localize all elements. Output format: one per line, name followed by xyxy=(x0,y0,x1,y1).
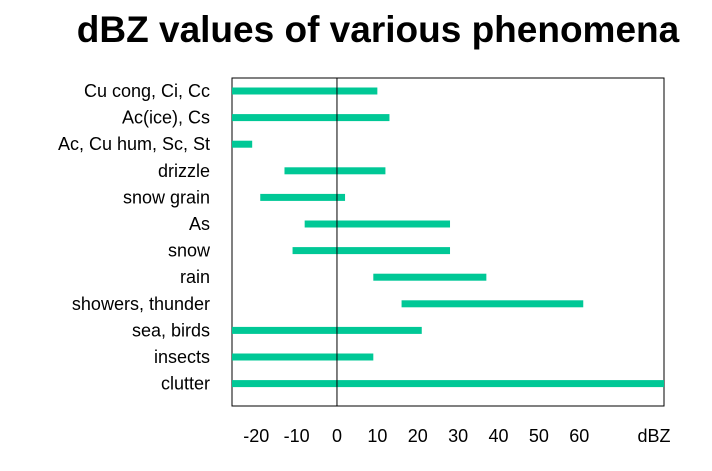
x-tick-label: 20 xyxy=(408,426,428,446)
x-tick-label: -10 xyxy=(284,426,310,446)
x-tick-label: 30 xyxy=(448,426,468,446)
category-label: Ac, Cu hum, Sc, St xyxy=(58,134,210,154)
bar-11 xyxy=(232,380,664,388)
category-label: sea, birds xyxy=(132,320,210,340)
category-label: rain xyxy=(180,267,210,287)
bar-9 xyxy=(232,326,422,334)
category-label: Ac(ice), Cs xyxy=(122,108,210,128)
x-tick-label: 60 xyxy=(569,426,589,446)
category-label: drizzle xyxy=(158,161,210,181)
category-label: Cu cong, Ci, Cc xyxy=(84,81,210,101)
x-tick-label: 50 xyxy=(529,426,549,446)
category-label: As xyxy=(189,214,210,234)
bar-3 xyxy=(284,167,386,175)
x-tick-label: 0 xyxy=(332,426,342,446)
x-tick-label: -20 xyxy=(243,426,269,446)
bars-group xyxy=(232,87,664,388)
x-axis-label: dBZ xyxy=(637,426,670,446)
category-label: clutter xyxy=(161,374,210,394)
bar-4 xyxy=(260,193,346,201)
bar-1 xyxy=(232,114,390,122)
bar-5 xyxy=(304,220,451,228)
bar-7 xyxy=(373,273,487,281)
x-tick-label: 10 xyxy=(367,426,387,446)
category-label: insects xyxy=(154,347,210,367)
x-tick-label: 40 xyxy=(488,426,508,446)
category-labels: Cu cong, Ci, Cc Ac(ice), Cs Ac, Cu hum, Sc… xyxy=(58,81,211,394)
category-label: showers, thunder xyxy=(72,294,210,314)
bar-6 xyxy=(292,247,451,255)
chart-title: dBZ values of various phenomena xyxy=(77,9,680,50)
bar-10 xyxy=(232,353,374,361)
bar-8 xyxy=(401,300,584,308)
x-tick-labels: -20 -10 0 10 20 30 40 50 60 xyxy=(243,426,589,446)
category-label: snow xyxy=(168,241,211,261)
plot-frame xyxy=(231,77,665,407)
bar-0 xyxy=(232,87,378,95)
bar-2 xyxy=(232,140,253,148)
category-label: snow grain xyxy=(123,187,210,207)
